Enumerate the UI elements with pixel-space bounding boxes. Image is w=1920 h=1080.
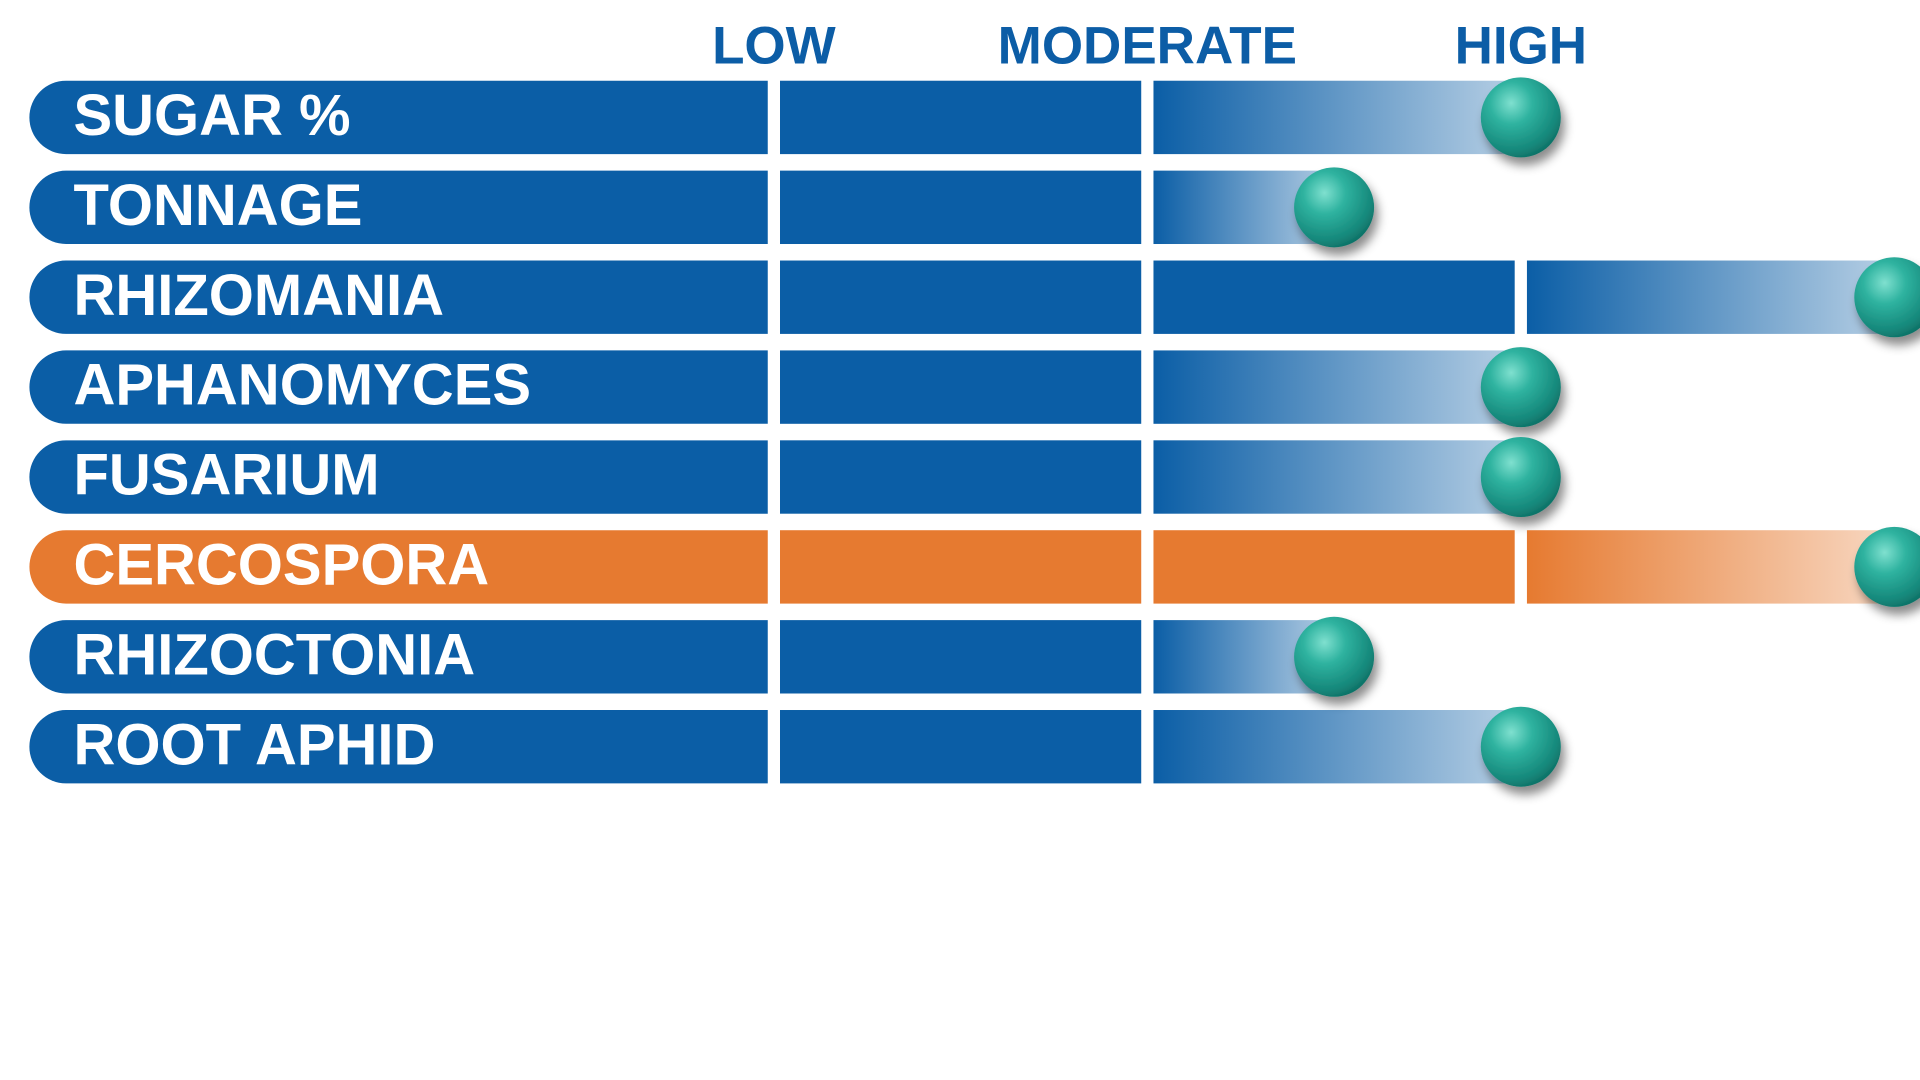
row-label: TONNAGE [73, 173, 362, 238]
row-label-block [29, 170, 768, 245]
row-rhizoctonia: RHIZOCTONIA [29, 616, 1375, 697]
value-marker [1854, 526, 1920, 607]
bar-segment [1153, 440, 1515, 514]
row-label-block [29, 80, 768, 155]
scale-label-high: HIGH [1455, 17, 1588, 76]
bar-segment [1526, 260, 1889, 334]
value-marker [1480, 347, 1561, 428]
row-label-block [29, 260, 768, 334]
row-label: RHIZOCTONIA [73, 622, 475, 687]
row-sugar: SUGAR % [29, 77, 1561, 158]
bar-segment [780, 710, 1142, 784]
scale-label-moderate: MODERATE [998, 17, 1297, 76]
row-label-block [29, 710, 768, 784]
bar-segment [780, 80, 1142, 155]
bar-segment [1153, 350, 1515, 424]
bar-segment [780, 170, 1142, 245]
scale-label-low: LOW [712, 17, 836, 76]
row-label: FUSARIUM [73, 443, 379, 508]
row-aphanomyces: APHANOMYCES [29, 347, 1561, 428]
bar-segment [780, 350, 1142, 424]
row-cercospora: CERCOSPORA [29, 526, 1920, 607]
bar-segment [780, 620, 1142, 694]
row-label: SUGAR % [73, 83, 350, 148]
value-marker [1480, 706, 1561, 787]
value-marker [1480, 437, 1561, 518]
row-label-block [29, 440, 768, 514]
row-fusarium: FUSARIUM [29, 437, 1561, 518]
bar-segment [780, 530, 1142, 604]
bar-segment [1153, 260, 1515, 334]
bar-segment [1526, 530, 1889, 604]
row-rhizomania: RHIZOMANIA [29, 257, 1920, 338]
value-marker [1294, 616, 1375, 697]
value-marker [1480, 77, 1561, 158]
row-label-block [29, 350, 768, 424]
row-root-aphid: ROOT APHID [29, 706, 1561, 787]
row-label: APHANOMYCES [73, 353, 531, 418]
value-marker [1294, 167, 1375, 248]
bar-segment [780, 440, 1142, 514]
bar-segment [780, 260, 1142, 334]
row-label: CERCOSPORA [73, 533, 489, 598]
row-label-block [29, 530, 768, 604]
bar-segment [1153, 80, 1515, 155]
row-label: ROOT APHID [73, 712, 435, 777]
chart-rows: SUGAR % TONNAGE RHIZOMANIA APHANOMYCES FUSAR… [29, 77, 1920, 787]
bar-segment [1153, 710, 1515, 784]
row-tonnage: TONNAGE [29, 167, 1375, 248]
row-label-block [29, 620, 768, 694]
value-marker [1854, 257, 1920, 338]
bar-segment [1153, 530, 1515, 604]
row-label: RHIZOMANIA [73, 263, 444, 328]
scale-labels: LOW MODERATE HIGH [712, 17, 1587, 76]
